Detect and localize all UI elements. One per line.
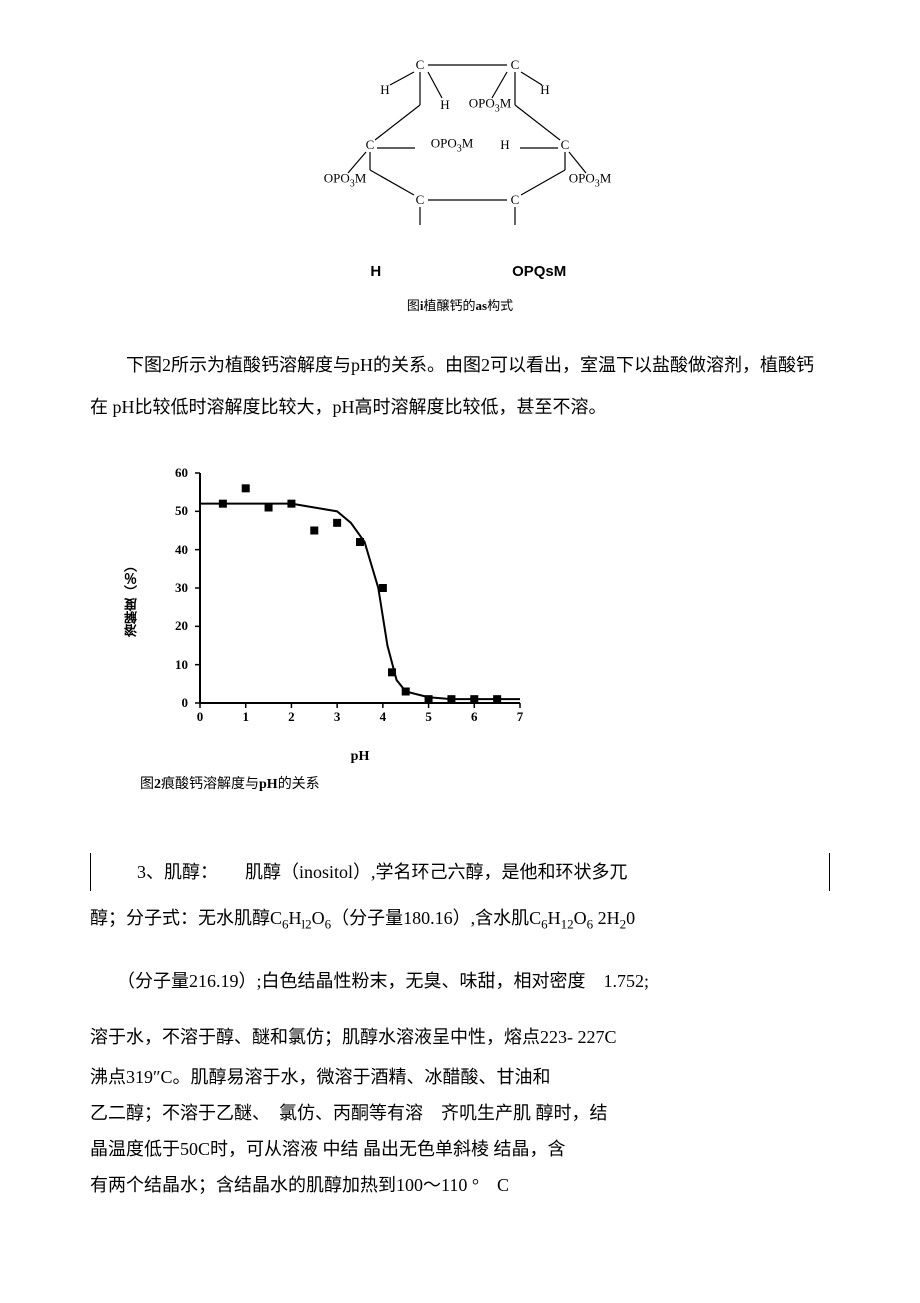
chem-atom-label: OPO3M xyxy=(431,136,474,155)
figure2-svg xyxy=(140,453,540,723)
section3-line6: 乙二醇；不溶于乙醚、 氯仿、丙酮等有溶 齐叽生产肌 醇时，结 xyxy=(90,1098,830,1128)
chem-atom-label: C xyxy=(416,57,425,73)
figure2-chart: 溶解度（％） pH 0102030405060 01234567 xyxy=(140,453,540,743)
section3-line2: 醇；分子式：无水肌醇C6Hl2O6（分子量180.16）,含水肌C6H12O6 … xyxy=(90,899,830,944)
y-tick-label: 30 xyxy=(175,580,188,596)
chem-atom-label: C xyxy=(511,192,520,208)
x-tick-label: 6 xyxy=(471,709,478,745)
y-tick-label: 60 xyxy=(175,465,188,481)
chem-atom-label: OPO3M xyxy=(324,171,367,190)
figure2-container: 溶解度（％） pH 0102030405060 01234567 图2痕酸钙溶解… xyxy=(140,453,830,793)
f1-c: 6 xyxy=(282,917,289,932)
section3-line7: 晶温度低于50C时，可从溶液 中结 晶出无色单斜棱 结晶，含 xyxy=(90,1134,830,1164)
chem-atom-label: C xyxy=(416,192,425,208)
figure2-caption-ph: pH xyxy=(259,777,278,792)
section3-line2c: 2H xyxy=(593,908,620,928)
figure1-caption-mid: 植醸钙的 xyxy=(424,298,476,313)
figure1-caption-prefix: 图 xyxy=(407,298,420,313)
f1-h: l2 xyxy=(302,917,312,932)
figure1-caption-as: as xyxy=(476,298,488,313)
chem-atom-label: H xyxy=(540,82,549,98)
section3-line1-boxed: 3、肌醇： 肌醇（inositol）,学名环己六醇，是他和环状多兀 xyxy=(90,853,830,891)
figure1-label-opqsm: OPQsM xyxy=(489,263,589,280)
y-tick-label: 0 xyxy=(182,695,189,711)
x-tick-label: 2 xyxy=(288,709,295,745)
section3-line8: 有两个结晶水；含结晶水的肌醇加热到100〜110 ° C xyxy=(90,1170,830,1200)
x-tick-label: 3 xyxy=(334,709,341,745)
figure1-container: C C H H H OPO3M C OPO3M H C OPO3M OPO3M C C H OPQsM xyxy=(90,50,830,280)
chem-atom-label: OPO3M xyxy=(469,96,512,115)
y-tick-label: 40 xyxy=(175,542,188,558)
figure2-caption-prefix: 图 xyxy=(140,777,154,792)
chem-atom-label: C xyxy=(366,137,375,153)
section3-line2b: （分子量180.16）,含水肌C xyxy=(331,908,541,928)
y-tick-label: 10 xyxy=(175,657,188,673)
x-tick-label: 1 xyxy=(242,709,249,745)
section3-line4: 溶于水，不溶于醇、醚和氯仿；肌醇水溶液呈中性，熔点223- 227C xyxy=(90,1018,830,1056)
y-tick-label: 50 xyxy=(175,503,188,519)
figure2-x-axis-label: pH xyxy=(351,749,370,765)
figure1-caption-suffix: 构式 xyxy=(487,298,513,313)
chem-atom-label: OPO3M xyxy=(569,171,612,190)
f2-h: 12 xyxy=(561,917,574,932)
figure2-caption-mid: 痕酸钙溶解度与 xyxy=(161,777,259,792)
figure1-bottom-labels: H OPQsM xyxy=(90,263,830,280)
chem-atom-label: H xyxy=(380,82,389,98)
chem-atom-label: C xyxy=(511,57,520,73)
section3: 3、肌醇： 肌醇（inositol）,学名环己六醇，是他和环状多兀 醇；分子式：… xyxy=(90,853,830,1200)
f2-c: 6 xyxy=(541,917,548,932)
section3-line3: （分子量216.19）;白色结晶性粉末，无臭、味甜，相对密度 1.752; xyxy=(90,962,830,1000)
figure1-caption: 图i植醸钙的as构式 xyxy=(90,295,830,314)
figure2-caption: 图2痕酸钙溶解度与pH的关系 xyxy=(140,773,830,793)
section3-line5: 沸点319″C。肌醇易溶于水，微溶于酒精、冰醋酸、甘油和 xyxy=(90,1062,830,1092)
y-tick-label: 20 xyxy=(175,618,188,634)
figure2-caption-num: 2 xyxy=(154,777,161,792)
figure2-caption-suffix: 的关系 xyxy=(278,777,320,792)
figure1-label-h: H xyxy=(331,263,421,280)
section3-line2a: 醇；分子式：无水肌醇C xyxy=(90,908,282,928)
x-tick-label: 0 xyxy=(197,709,204,745)
paragraph-1: 下图2所示为植酸钙溶解度与pH的关系。由图2可以看出，室温下以盐酸做溶剂，植酸钙… xyxy=(90,344,830,428)
figure2-y-axis-label: 溶解度（％） xyxy=(122,559,141,637)
x-tick-label: 4 xyxy=(380,709,387,745)
figure1-chemical-structure: C C H H H OPO3M C OPO3M H C OPO3M OPO3M C C xyxy=(290,50,630,250)
section3-line2d: 0 xyxy=(626,908,635,928)
x-tick-label: 7 xyxy=(517,709,524,745)
x-tick-label: 5 xyxy=(425,709,432,745)
chem-atom-label: C xyxy=(561,137,570,153)
chem-atom-label: H xyxy=(440,97,449,113)
chem-atom-label: H xyxy=(500,137,509,153)
